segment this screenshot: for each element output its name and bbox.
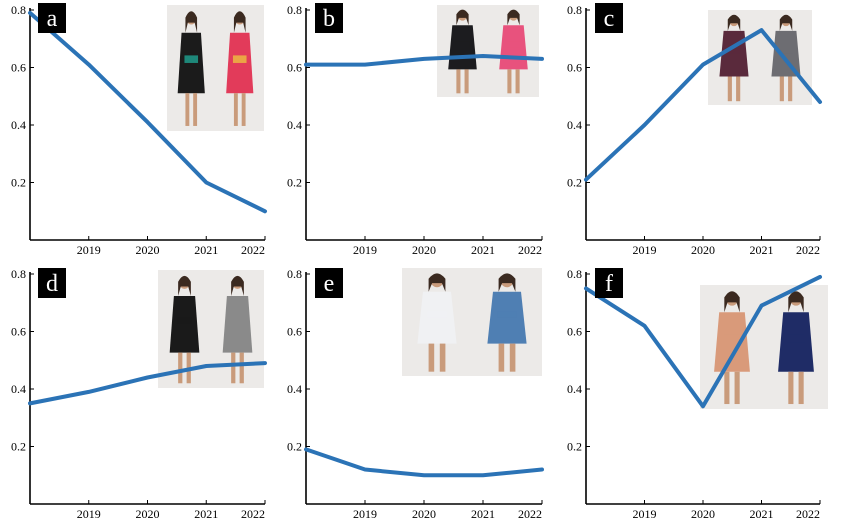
x-tick-label: 2021 xyxy=(750,507,774,521)
patterned-bodycon-dresses-photo xyxy=(167,5,264,131)
x-tick-label: 2021 xyxy=(471,243,495,257)
panel-letter: c xyxy=(604,6,615,32)
y-tick-label: 0.4 xyxy=(11,118,26,132)
y-tick-label: 0.8 xyxy=(11,3,26,17)
y-tick-label: 0.6 xyxy=(567,61,582,75)
panel-badge xyxy=(315,3,343,33)
x-tick-label: 2021 xyxy=(471,507,495,521)
y-tick-label: 0.8 xyxy=(567,267,582,281)
x-tick-label: 2022 xyxy=(796,243,820,257)
y-tick-label: 0.8 xyxy=(287,267,302,281)
y-tick-label: 0.8 xyxy=(287,3,302,17)
panel-badge xyxy=(595,268,623,298)
y-tick-label: 0.4 xyxy=(567,382,582,396)
y-tick-label: 0.6 xyxy=(287,325,302,339)
x-tick-label: 2019 xyxy=(353,243,377,257)
panel-f: 0.2 0.4 0.6 0.8 2019 2020 2021 2022 f xyxy=(567,267,828,521)
lace-skater-dresses-photo xyxy=(437,5,539,97)
panel-d: 0.2 0.4 0.6 0.8 2019 2020 2021 2022 d xyxy=(11,267,267,521)
x-tick-label: 2021 xyxy=(194,507,218,521)
y-tick-label: 0.2 xyxy=(287,176,302,190)
x-tick-label: 2019 xyxy=(353,507,377,521)
x-tick-label: 2022 xyxy=(241,507,265,521)
y-tick-label: 0.8 xyxy=(567,3,582,17)
y-tick-label: 0.6 xyxy=(567,325,582,339)
panel-letter: f xyxy=(605,271,613,297)
panel-b: 0.2 0.4 0.6 0.8 2019 2020 2021 2022 b xyxy=(287,3,544,257)
x-tick-label: 2020 xyxy=(136,507,160,521)
denim-jackets-photo xyxy=(402,268,542,376)
x-tick-label: 2019 xyxy=(77,507,101,521)
y-tick-label: 0.2 xyxy=(11,176,26,190)
panel-badge xyxy=(38,3,66,33)
y-tick-label: 0.6 xyxy=(287,61,302,75)
x-tick-label: 2019 xyxy=(633,243,657,257)
y-tick-label: 0.2 xyxy=(11,440,26,454)
x-tick-label: 2020 xyxy=(136,243,160,257)
panel-badge xyxy=(38,268,66,298)
y-tick-label: 0.2 xyxy=(567,440,582,454)
y-tick-label: 0.4 xyxy=(567,118,582,132)
panel-letter: a xyxy=(47,6,58,32)
y-tick-label: 0.6 xyxy=(11,325,26,339)
x-tick-label: 2020 xyxy=(412,243,436,257)
panel-e: 0.2 0.4 0.6 0.8 2019 2020 2021 2022 e xyxy=(287,267,544,521)
x-tick-label: 2020 xyxy=(691,507,715,521)
y-tick-label: 0.2 xyxy=(287,440,302,454)
panel-letter: b xyxy=(323,6,335,32)
panel-letter: d xyxy=(46,271,58,297)
x-tick-label: 2019 xyxy=(633,507,657,521)
panel-letter: e xyxy=(324,271,335,297)
x-tick-label: 2022 xyxy=(241,243,265,257)
y-tick-label: 0.4 xyxy=(287,118,302,132)
x-tick-label: 2022 xyxy=(796,507,820,521)
x-tick-label: 2022 xyxy=(518,243,542,257)
y-tick-label: 0.4 xyxy=(11,382,26,396)
x-tick-label: 2020 xyxy=(691,243,715,257)
panel-badge xyxy=(315,268,343,298)
x-tick-label: 2021 xyxy=(194,243,218,257)
panel-c: 0.2 0.4 0.6 0.8 2019 2020 2021 2022 c xyxy=(567,3,822,257)
x-tick-label: 2022 xyxy=(518,507,542,521)
series-line xyxy=(304,447,544,478)
x-tick-label: 2021 xyxy=(750,243,774,257)
y-tick-label: 0.2 xyxy=(567,176,582,190)
panel-badge xyxy=(595,3,623,33)
x-tick-label: 2020 xyxy=(412,507,436,521)
y-tick-label: 0.6 xyxy=(11,61,26,75)
y-tick-label: 0.8 xyxy=(11,267,26,281)
x-tick-label: 2019 xyxy=(77,243,101,257)
y-tick-label: 0.4 xyxy=(287,382,302,396)
poncho-cape-photo xyxy=(708,10,812,105)
panel-a: 0.2 0.4 0.6 0.8 2019 2020 2021 2022 a xyxy=(11,3,267,257)
jogger-pants-photo xyxy=(158,270,264,388)
